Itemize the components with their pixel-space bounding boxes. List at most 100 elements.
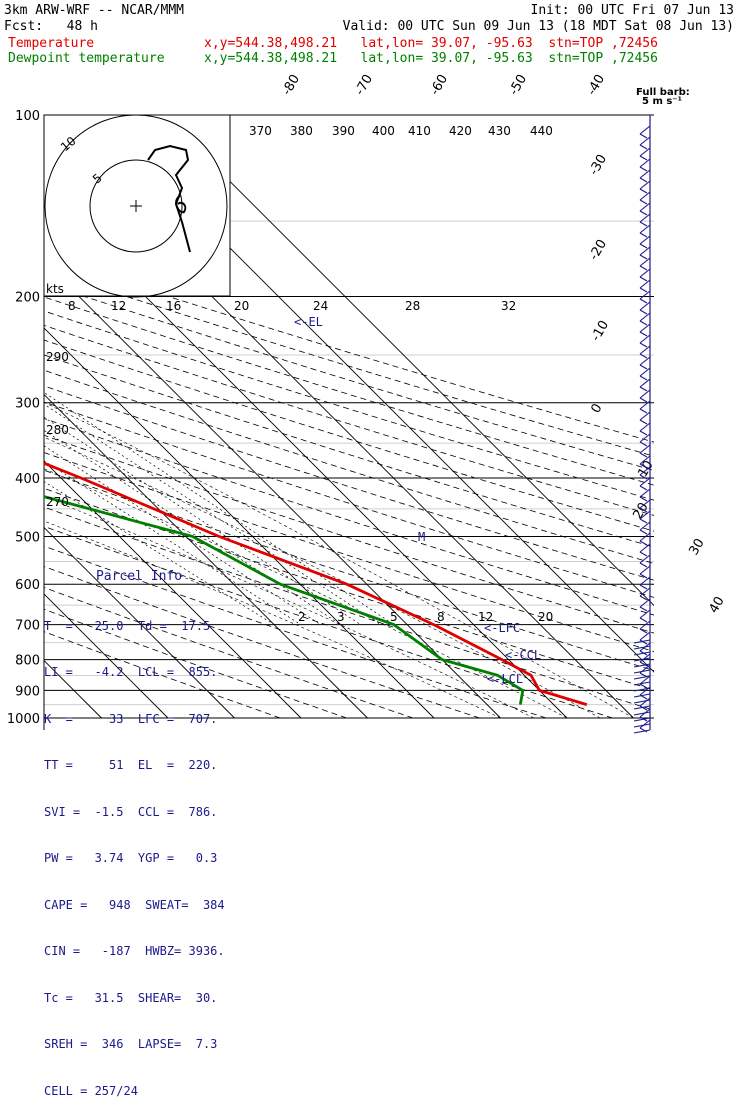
isotherm-label: 0 bbox=[588, 401, 605, 416]
mixing-ratio-label: 3 bbox=[337, 610, 345, 624]
wind-barb-feather bbox=[640, 431, 647, 435]
barb-legend-line2: 5 m s⁻¹ bbox=[642, 96, 682, 107]
theta-label: 390 bbox=[332, 124, 355, 138]
wind-barb bbox=[640, 247, 650, 259]
wind-barb-staff bbox=[640, 247, 650, 255]
wind-barb-staff bbox=[640, 148, 650, 156]
wind-barb-staff bbox=[640, 335, 650, 343]
isotherm-label: -70 bbox=[352, 72, 376, 98]
wind-barb bbox=[640, 445, 650, 457]
wind-barb-feather bbox=[640, 189, 647, 193]
pressure-label: 1000 bbox=[7, 712, 40, 727]
wind-barb-staff bbox=[640, 489, 650, 497]
mixing-ratio-label: 8 bbox=[437, 610, 445, 624]
parcel-row: SVI = -1.5 CCL = 786. bbox=[44, 805, 234, 821]
wind-barb-feather bbox=[640, 233, 647, 237]
wind-barb bbox=[640, 280, 650, 292]
parcel-info-title: Parcel Info bbox=[44, 569, 234, 585]
wind-barb-staff bbox=[640, 126, 650, 134]
wind-barb-staff bbox=[640, 170, 650, 178]
parcel-row: T = 25.0 Td = 17.5 bbox=[44, 619, 234, 635]
wind-barb bbox=[640, 313, 650, 325]
wind-barb-feather bbox=[634, 700, 650, 703]
mixing-ratio-label: 32 bbox=[501, 299, 516, 313]
parcel-row: K = 33 LFC = 707. bbox=[44, 712, 234, 728]
theta-label: 440 bbox=[530, 124, 553, 138]
wind-barb bbox=[640, 214, 650, 226]
wind-barb-staff bbox=[640, 412, 650, 420]
wind-barb-feather bbox=[640, 288, 647, 292]
theta-label: 430 bbox=[488, 124, 511, 138]
wind-barb bbox=[640, 368, 650, 380]
wind-barb bbox=[640, 324, 650, 336]
wind-barb-feather bbox=[640, 178, 647, 182]
wind-barb bbox=[640, 346, 650, 358]
wind-barb-feather bbox=[640, 167, 647, 171]
parcel-row: SREH = 346 LAPSE= 7.3 bbox=[44, 1037, 234, 1053]
pressure-label: 800 bbox=[15, 654, 40, 669]
isotherm-label: -80 bbox=[279, 72, 303, 98]
ccl-marker: <-CCL bbox=[505, 648, 541, 662]
wind-barb-feather bbox=[640, 145, 647, 149]
wind-barb-staff bbox=[640, 434, 650, 442]
wind-barb-staff bbox=[640, 302, 650, 310]
theta-label: 280 bbox=[46, 423, 69, 437]
wind-barb-feather bbox=[640, 310, 647, 314]
wind-barb-staff bbox=[640, 181, 650, 189]
wind-barb bbox=[640, 621, 650, 633]
wind-barb-staff bbox=[640, 159, 650, 167]
wind-barb bbox=[640, 192, 650, 204]
wind-barb-feather bbox=[640, 398, 647, 402]
wind-barb-feather bbox=[640, 321, 647, 325]
wind-barb bbox=[640, 181, 650, 193]
wind-barb bbox=[640, 522, 650, 534]
isotherm-label: -30 bbox=[586, 152, 610, 178]
wind-barb-staff bbox=[640, 324, 650, 332]
wind-barb bbox=[640, 434, 650, 446]
wind-barb-staff bbox=[640, 632, 650, 640]
wind-barb bbox=[640, 412, 650, 424]
pressure-label: 900 bbox=[15, 684, 40, 699]
wind-barb bbox=[640, 302, 650, 314]
lfc-marker: <-LFC bbox=[484, 621, 520, 635]
wind-barb bbox=[640, 137, 650, 149]
wind-barb-feather bbox=[640, 343, 647, 347]
wind-barb-feather bbox=[640, 552, 647, 556]
parcel-info-panel: Parcel Info T = 25.0 Td = 17.5 LI = -4.2… bbox=[44, 538, 234, 1115]
wind-barb-staff bbox=[640, 599, 650, 607]
wind-barb-feather bbox=[640, 134, 647, 138]
wind-barb bbox=[640, 258, 650, 270]
lcl-marker: <-LCL bbox=[487, 672, 523, 686]
wind-barb-feather bbox=[640, 266, 647, 270]
pressure-label: 500 bbox=[15, 530, 40, 545]
theta-label: 400 bbox=[372, 124, 395, 138]
wind-barb-feather bbox=[640, 211, 647, 215]
wind-barb bbox=[640, 269, 650, 281]
wind-barb bbox=[640, 236, 650, 248]
wind-barb-feather bbox=[640, 365, 647, 369]
theta-label: 370 bbox=[249, 124, 272, 138]
theta-label: 290 bbox=[46, 350, 69, 364]
wind-barb-staff bbox=[640, 203, 650, 211]
wind-barb-staff bbox=[640, 533, 650, 541]
wind-barb-staff bbox=[640, 357, 650, 365]
wind-barb-feather bbox=[640, 387, 647, 391]
wind-barb bbox=[640, 489, 650, 501]
wind-barb bbox=[640, 379, 650, 391]
wind-barb-staff bbox=[640, 258, 650, 266]
mixing-ratio-label: 24 bbox=[313, 299, 328, 313]
wind-barb-feather bbox=[640, 200, 647, 204]
wind-barb-staff bbox=[640, 225, 650, 233]
theta-label: 410 bbox=[408, 124, 431, 138]
isotherm-label: -50 bbox=[506, 72, 530, 98]
wind-barb-staff bbox=[640, 192, 650, 200]
wind-barb-feather bbox=[640, 332, 647, 336]
mixing-ratio-label: 8 bbox=[68, 299, 76, 313]
wind-barb-feather bbox=[640, 486, 647, 490]
mixing-ratio-label: 20 bbox=[234, 299, 249, 313]
wind-barb-feather bbox=[640, 607, 647, 611]
isotherm-label: 10 bbox=[635, 458, 656, 480]
wind-barb-staff bbox=[640, 280, 650, 288]
wind-barb-staff bbox=[640, 566, 650, 574]
wind-barb bbox=[640, 544, 650, 556]
